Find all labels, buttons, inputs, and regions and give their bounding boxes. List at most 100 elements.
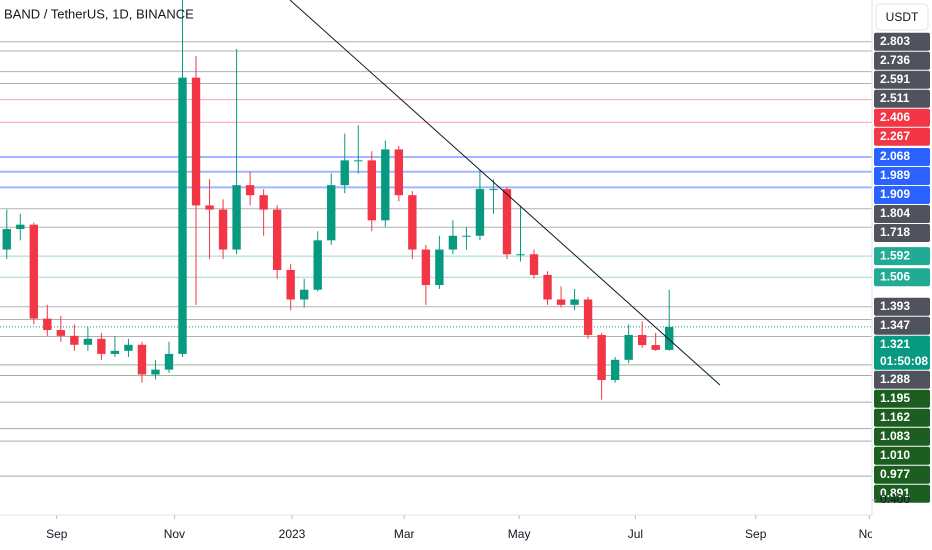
candle-body	[651, 345, 660, 350]
chart-title: BAND / TetherUS, 1D, BINANCE	[4, 6, 194, 21]
price-badge-label: 1.083	[880, 429, 910, 443]
price-badge-label: 1.909	[880, 187, 910, 201]
candle-body	[16, 224, 25, 230]
x-tick-label: May	[508, 527, 531, 541]
y-tick-label: 0.400	[880, 492, 910, 506]
trend-line	[289, 0, 721, 386]
price-badge-label: 1.506	[880, 269, 910, 283]
price-badge	[874, 297, 930, 316]
price-badge	[874, 167, 930, 186]
x-tick-label: Mar	[394, 527, 415, 541]
price-badge	[874, 205, 930, 224]
candle-body	[408, 195, 417, 250]
candle-body	[597, 334, 606, 381]
price-badge-label: 1.010	[880, 448, 910, 462]
price-badge-label: 1.718	[880, 225, 910, 239]
plot-area: Sep Nov 2023 Mar May Jul Sep Nov	[0, 0, 880, 541]
price-badge	[874, 70, 930, 89]
candle-body	[191, 77, 201, 206]
candle-body	[394, 149, 404, 196]
candle-body	[245, 185, 255, 196]
price-badge	[874, 32, 930, 51]
candle-body	[259, 195, 268, 210]
candle-body	[205, 205, 214, 210]
candle-body	[354, 160, 363, 162]
price-badge	[874, 389, 930, 408]
price-badge	[874, 186, 930, 205]
candle-body	[43, 318, 52, 331]
candle-body	[543, 274, 552, 300]
price-badge	[874, 335, 930, 370]
price-badge	[874, 89, 930, 108]
candle-body	[475, 189, 485, 236]
price-badge	[874, 370, 930, 389]
candle-body	[610, 359, 620, 381]
candle-body	[29, 224, 38, 319]
x-tick-label: 2023	[279, 527, 306, 541]
price-badge-label: 2.736	[880, 53, 910, 67]
price-badge-label: 1.195	[880, 391, 910, 405]
currency-label[interactable]: USDT	[886, 10, 919, 24]
price-badge	[874, 484, 930, 503]
candle-body	[556, 299, 566, 305]
candle-body	[97, 338, 106, 354]
candle-body	[381, 149, 390, 221]
candle-body	[2, 229, 11, 250]
candle-body	[313, 240, 322, 290]
x-tick-label: Sep	[745, 527, 767, 541]
price-badge	[874, 427, 930, 446]
price-badge	[874, 316, 930, 335]
price-badge	[874, 224, 930, 243]
price-badge-label: 1.393	[880, 299, 910, 313]
price-badge	[874, 108, 930, 127]
candle-body	[462, 235, 471, 237]
price-badge	[874, 446, 930, 465]
countdown-label: 01:50:08	[880, 354, 928, 368]
price-badge-label: 1.162	[880, 410, 910, 424]
candle-body	[137, 344, 147, 375]
candle-body	[232, 185, 241, 250]
price-badge-label: 2.068	[880, 149, 910, 163]
candle-body	[151, 369, 160, 375]
price-badge-label: 1.288	[880, 372, 910, 386]
candle-body	[529, 254, 539, 275]
price-badge	[874, 51, 930, 70]
currency-button[interactable]	[875, 3, 929, 31]
candle-body	[570, 299, 579, 305]
price-badge-label: 2.267	[880, 129, 910, 143]
axis-layer: 2.803 2.736 2.591 2.511 2.406 2.267 2.068 1.989…	[872, 32, 930, 506]
candle-body	[218, 209, 228, 250]
price-badge-label: 0.891	[880, 486, 910, 500]
candle-body	[110, 350, 120, 354]
price-badge-label: 1.804	[880, 206, 910, 220]
candle-body	[83, 338, 93, 345]
candle-body	[421, 249, 431, 286]
price-badge	[874, 127, 930, 146]
price-badge-label: 1.592	[880, 248, 910, 262]
candle-body	[340, 160, 349, 186]
price-badge-label: 0.977	[880, 467, 910, 481]
candle-body	[583, 299, 593, 335]
candle-body	[178, 77, 187, 354]
candle-body	[164, 353, 174, 370]
x-tick-label: Jul	[628, 527, 643, 541]
price-badge-label: 1.347	[880, 318, 910, 332]
price-badge	[874, 465, 930, 484]
candle-body	[327, 185, 336, 241]
candle-body	[299, 289, 309, 300]
price-badge-label: 2.406	[880, 110, 910, 124]
price-badge	[874, 408, 930, 427]
candle-body	[272, 209, 282, 270]
price-badge-label: 2.591	[880, 72, 910, 86]
price-badge-label: 1.321	[880, 337, 910, 351]
candle-body	[70, 335, 79, 345]
price-badge	[874, 268, 930, 287]
candle-body	[516, 254, 525, 256]
candle-body	[124, 344, 133, 351]
candle-body	[56, 330, 66, 336]
candle-body	[624, 334, 633, 360]
candle-body	[665, 326, 674, 350]
candle-body	[637, 334, 647, 346]
price-badge	[874, 148, 930, 167]
